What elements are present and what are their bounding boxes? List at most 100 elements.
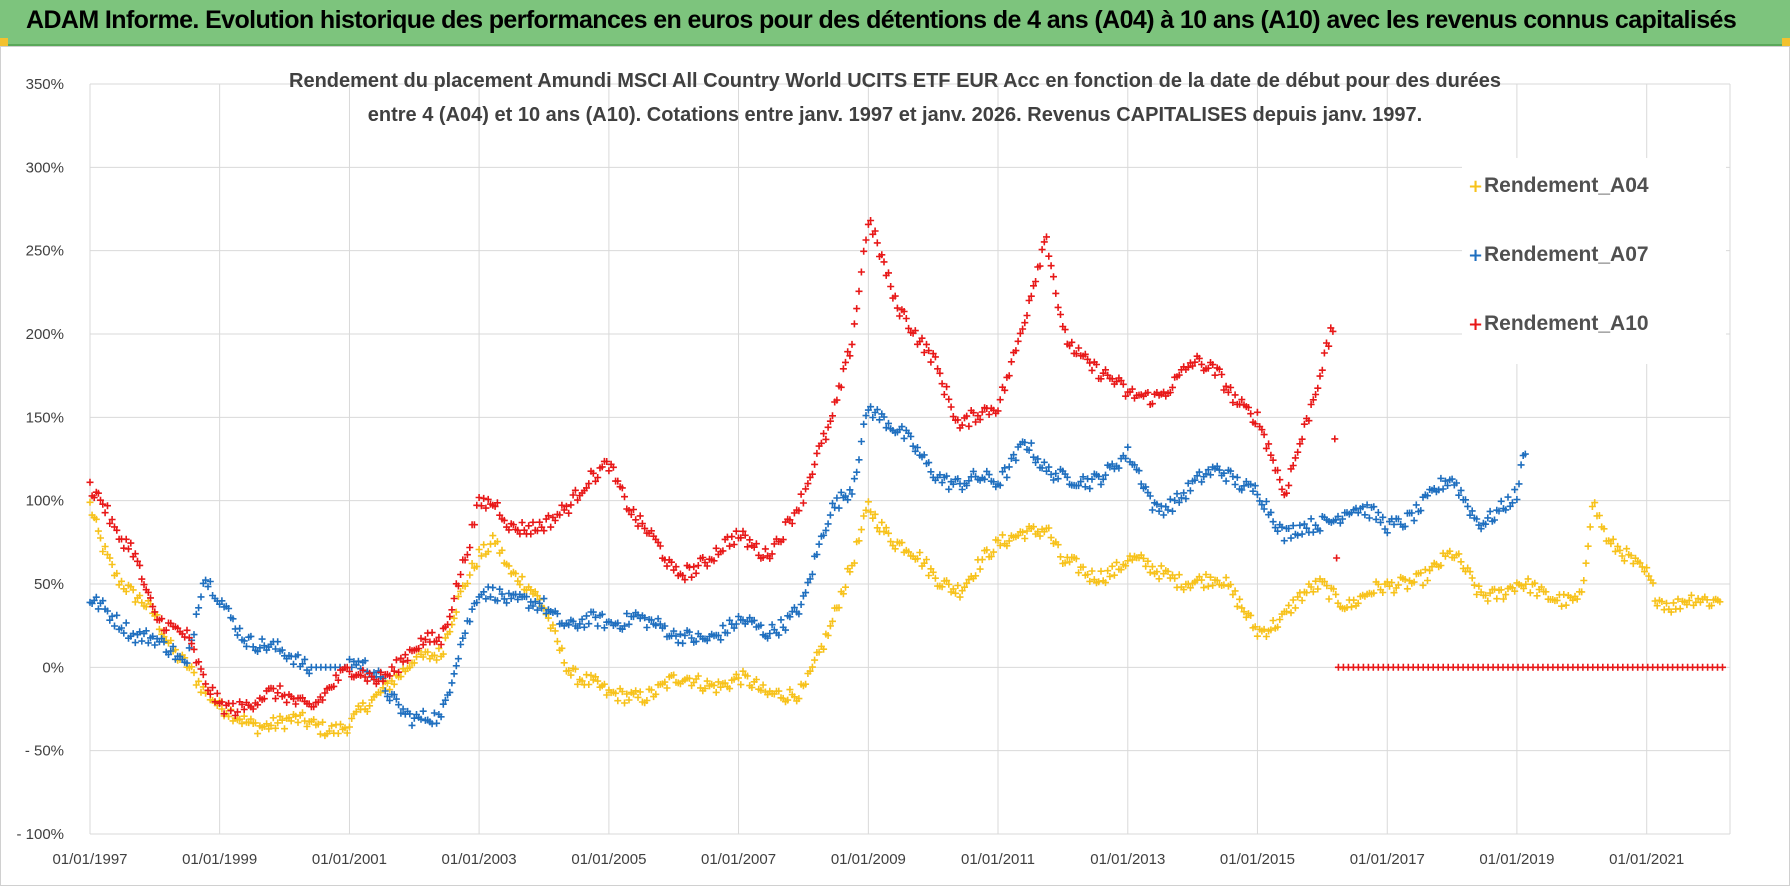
data-point bbox=[1374, 580, 1382, 588]
data-point bbox=[1054, 303, 1062, 311]
header-bar: ADAM Informe. Evolution historique des p… bbox=[0, 0, 1790, 46]
data-point bbox=[1294, 593, 1302, 601]
data-point bbox=[871, 510, 879, 518]
data-point bbox=[887, 538, 895, 546]
data-point bbox=[1195, 468, 1203, 476]
data-point bbox=[1240, 608, 1248, 616]
data-point bbox=[923, 340, 930, 348]
data-point bbox=[580, 623, 588, 631]
page-title: ADAM Informe. Evolution historique des p… bbox=[26, 6, 1737, 34]
data-point bbox=[454, 582, 462, 590]
data-point bbox=[1075, 482, 1083, 490]
data-point bbox=[1052, 289, 1060, 297]
data-point bbox=[873, 239, 881, 247]
data-point bbox=[505, 562, 513, 570]
data-point bbox=[907, 433, 915, 440]
data-point bbox=[1653, 602, 1661, 610]
data-point bbox=[1231, 481, 1239, 488]
data-point bbox=[833, 494, 841, 502]
data-point bbox=[1014, 337, 1022, 345]
data-point bbox=[1238, 396, 1246, 404]
data-point bbox=[433, 656, 441, 664]
data-point bbox=[1086, 485, 1094, 493]
data-point bbox=[183, 659, 191, 667]
data-point bbox=[1238, 486, 1246, 494]
y-tick-label: 200% bbox=[26, 326, 64, 343]
data-point bbox=[976, 565, 984, 573]
data-point bbox=[1307, 401, 1315, 408]
data-point bbox=[1309, 588, 1317, 596]
data-point bbox=[1198, 576, 1206, 584]
x-tick-label: 01/01/2003 bbox=[442, 851, 517, 868]
data-point bbox=[390, 691, 398, 699]
data-point bbox=[668, 558, 675, 566]
data-point bbox=[1303, 524, 1311, 532]
data-point bbox=[1278, 485, 1286, 493]
data-point bbox=[1043, 233, 1050, 241]
data-point bbox=[1251, 420, 1259, 428]
data-point bbox=[592, 477, 599, 485]
data-point bbox=[920, 349, 928, 356]
data-point bbox=[869, 514, 877, 522]
data-point bbox=[1374, 509, 1382, 516]
data-point bbox=[1102, 579, 1109, 587]
data-point bbox=[113, 569, 121, 577]
data-point bbox=[466, 544, 474, 551]
data-point bbox=[542, 609, 550, 617]
data-point bbox=[1057, 553, 1064, 561]
data-point bbox=[1524, 575, 1532, 583]
data-point bbox=[730, 624, 738, 632]
data-point bbox=[430, 651, 438, 659]
data-point bbox=[314, 698, 322, 706]
data-point bbox=[97, 496, 104, 504]
data-point bbox=[1169, 383, 1176, 391]
data-point bbox=[1019, 528, 1027, 536]
data-point bbox=[1424, 577, 1431, 584]
data-point bbox=[352, 661, 360, 669]
data-point bbox=[1012, 456, 1020, 464]
data-point bbox=[1643, 564, 1651, 572]
data-point bbox=[732, 527, 740, 535]
data-point bbox=[1267, 508, 1275, 516]
data-point bbox=[454, 655, 462, 663]
data-point bbox=[880, 258, 888, 266]
x-tick-label: 01/01/2005 bbox=[571, 851, 646, 868]
data-point bbox=[1240, 482, 1248, 490]
x-tick-label: 01/01/2001 bbox=[312, 851, 387, 868]
data-point bbox=[468, 560, 476, 567]
data-point bbox=[999, 531, 1006, 539]
data-point bbox=[685, 674, 693, 682]
data-point bbox=[1236, 595, 1244, 603]
data-point bbox=[1334, 512, 1342, 520]
data-point bbox=[799, 499, 807, 507]
data-point bbox=[621, 699, 628, 707]
data-point bbox=[842, 583, 849, 591]
data-point bbox=[768, 550, 776, 558]
data-point bbox=[790, 604, 798, 612]
data-point bbox=[857, 438, 865, 445]
data-point bbox=[719, 622, 727, 630]
data-point bbox=[392, 656, 400, 664]
data-point bbox=[574, 496, 582, 504]
data-point bbox=[710, 557, 718, 565]
data-point bbox=[867, 508, 875, 516]
data-point bbox=[954, 475, 962, 483]
data-point bbox=[661, 622, 669, 630]
data-point bbox=[625, 696, 633, 704]
data-point bbox=[1023, 312, 1031, 319]
data-point bbox=[227, 707, 235, 715]
data-point bbox=[829, 412, 836, 420]
data-point bbox=[726, 685, 734, 693]
data-point bbox=[985, 411, 993, 418]
data-point bbox=[952, 589, 959, 597]
data-point bbox=[670, 671, 678, 679]
data-point bbox=[1267, 451, 1275, 459]
data-point bbox=[1495, 507, 1503, 515]
data-point bbox=[1124, 557, 1132, 565]
data-point bbox=[603, 458, 611, 465]
data-point bbox=[909, 442, 917, 450]
data-point bbox=[1222, 382, 1230, 390]
data-point bbox=[925, 347, 933, 355]
data-point bbox=[938, 583, 946, 591]
y-tick-label: 0% bbox=[42, 659, 64, 676]
